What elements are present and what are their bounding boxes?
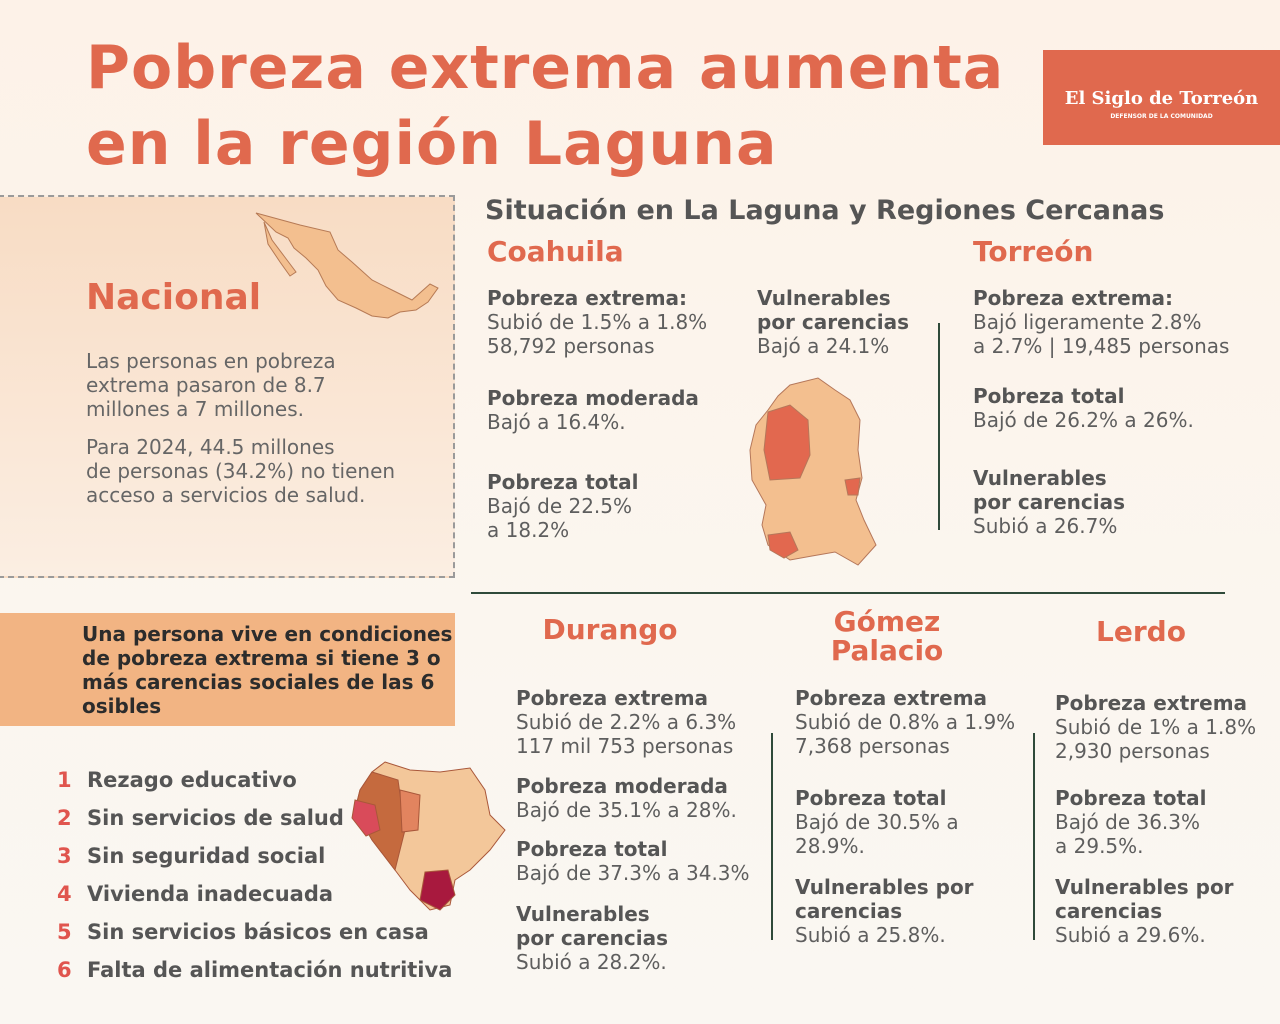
nacional-text: de personas (34.2%) no tienen bbox=[86, 459, 396, 483]
logo: El Siglo de Torreón DEFENSOR DE LA COMUN… bbox=[1043, 50, 1280, 145]
item-title: Vulnerables por bbox=[795, 875, 974, 899]
region-name: Gómez bbox=[833, 605, 941, 638]
item-title: Pobreza extrema bbox=[516, 686, 709, 710]
item-text: Subió a 29.6%. bbox=[1055, 923, 1206, 947]
divider bbox=[771, 733, 773, 940]
item-title: por carencias bbox=[516, 926, 669, 950]
item-title: Pobreza extrema bbox=[1055, 691, 1248, 715]
item-text: Bajó de 36.3% bbox=[1055, 810, 1201, 834]
carencia-number: 3 bbox=[57, 844, 72, 868]
item-title: Pobreza moderada bbox=[516, 774, 728, 798]
item-title: Vulnerables bbox=[973, 466, 1107, 490]
nacional-panel bbox=[0, 195, 455, 578]
item-title: Pobreza total bbox=[973, 384, 1125, 408]
page-title: Pobreza extrema aumenta bbox=[86, 33, 1005, 103]
item-text: Bajó a 24.1% bbox=[757, 334, 890, 358]
item-title: carencias bbox=[1055, 899, 1163, 923]
item-text: a 18.2% bbox=[487, 518, 570, 542]
page-title: en la región Laguna bbox=[86, 109, 778, 179]
item-title: Pobreza total bbox=[516, 837, 668, 861]
item-text: Subió de 2.2% a 6.3% bbox=[516, 710, 737, 734]
item-text: Subió a 25.8%. bbox=[795, 923, 946, 947]
carencia-label: Sin servicios de salud bbox=[87, 806, 344, 830]
item-text: a 29.5%. bbox=[1055, 834, 1144, 858]
carencia-label: Vivienda inadecuada bbox=[87, 882, 334, 906]
item-text: Bajó a 16.4%. bbox=[487, 410, 626, 434]
carencia-number: 1 bbox=[57, 768, 72, 792]
item-title: Pobreza extrema bbox=[795, 686, 988, 710]
carencia-number: 2 bbox=[57, 806, 72, 830]
definition-text: de pobreza extrema si tiene 3 o bbox=[82, 646, 441, 670]
item-title: Pobreza extrema: bbox=[487, 286, 688, 310]
item-text: Subió de 0.8% a 1.9% bbox=[795, 710, 1016, 734]
item-title: Vulnerables bbox=[757, 286, 891, 310]
region-name: Lerdo bbox=[1096, 615, 1186, 648]
item-title: por carencias bbox=[973, 490, 1126, 514]
item-text: Bajó de 35.1% a 28%. bbox=[516, 798, 737, 822]
divider bbox=[938, 323, 940, 530]
nacional-text: Para 2024, 44.5 millones bbox=[86, 435, 335, 459]
logo-tagline: DEFENSOR DE LA COMUNIDAD bbox=[1110, 113, 1213, 120]
item-text: 2,930 personas bbox=[1055, 739, 1210, 763]
region-name: Palacio bbox=[830, 634, 944, 667]
item-title: Pobreza total bbox=[487, 470, 639, 494]
carencia-label: Falta de alimentación nutritiva bbox=[87, 958, 453, 982]
item-title: Pobreza total bbox=[795, 786, 947, 810]
item-text: Bajó de 22.5% bbox=[487, 494, 633, 518]
item-text: 28.9%. bbox=[795, 834, 865, 858]
item-text: a 2.7% | 19,485 personas bbox=[973, 334, 1230, 358]
item-title: Vulnerables por bbox=[1055, 875, 1234, 899]
region-name: Torreón bbox=[973, 235, 1094, 268]
item-text: 7,368 personas bbox=[795, 734, 950, 758]
region-name: Coahuila bbox=[487, 235, 624, 268]
section-title: Situación en La Laguna y Regiones Cercan… bbox=[485, 195, 1165, 226]
item-title: carencias bbox=[795, 899, 903, 923]
section-heading: Nacional bbox=[86, 277, 262, 318]
carencia-number: 5 bbox=[57, 920, 72, 944]
item-title: Pobreza moderada bbox=[487, 386, 699, 410]
carencia-number: 4 bbox=[57, 882, 72, 906]
carencia-number: 6 bbox=[57, 958, 72, 982]
logo-name: El Siglo de Torreón bbox=[1064, 88, 1259, 109]
nacional-text: acceso a servicios de salud. bbox=[86, 483, 366, 507]
carencia-label: Rezago educativo bbox=[87, 768, 297, 792]
mexico-map bbox=[255, 212, 439, 319]
durango-map bbox=[351, 761, 506, 911]
item-title: Pobreza extrema: bbox=[973, 286, 1174, 310]
region-name: Durango bbox=[542, 613, 678, 646]
item-text: Subió de 1% a 1.8% bbox=[1055, 715, 1257, 739]
carencia-label: Sin seguridad social bbox=[87, 844, 326, 868]
item-text: Subió a 28.2%. bbox=[516, 950, 667, 974]
item-text: Bajó de 26.2% a 26%. bbox=[973, 408, 1194, 432]
nacional-text: Las personas en pobreza bbox=[86, 349, 336, 373]
definition-panel bbox=[0, 613, 455, 726]
item-text: Bajó de 30.5% a bbox=[795, 810, 959, 834]
item-text: Subió de 1.5% a 1.8% bbox=[487, 310, 708, 334]
divider bbox=[471, 592, 1225, 594]
item-title: Vulnerables bbox=[516, 902, 650, 926]
item-text: 117 mil 753 personas bbox=[516, 734, 734, 758]
nacional-text: extrema pasaron de 8.7 bbox=[86, 373, 326, 397]
item-text: Subió a 26.7% bbox=[973, 514, 1118, 538]
item-text: 58,792 personas bbox=[487, 334, 655, 358]
item-title: por carencias bbox=[757, 310, 910, 334]
item-title: Pobreza total bbox=[1055, 786, 1207, 810]
definition-text: Una persona vive en condiciones bbox=[82, 622, 453, 646]
nacional-text: millones a 7 millones. bbox=[86, 397, 304, 421]
item-text: Bajó ligeramente 2.8% bbox=[973, 310, 1202, 334]
coahuila-map bbox=[749, 377, 877, 566]
item-text: Bajó de 37.3% a 34.3% bbox=[516, 861, 750, 885]
divider bbox=[1033, 733, 1035, 940]
definition-text: más carencias sociales de las 6 bbox=[82, 670, 435, 694]
carencia-label: Sin servicios básicos en casa bbox=[87, 920, 429, 944]
definition-text: osibles bbox=[82, 694, 162, 718]
